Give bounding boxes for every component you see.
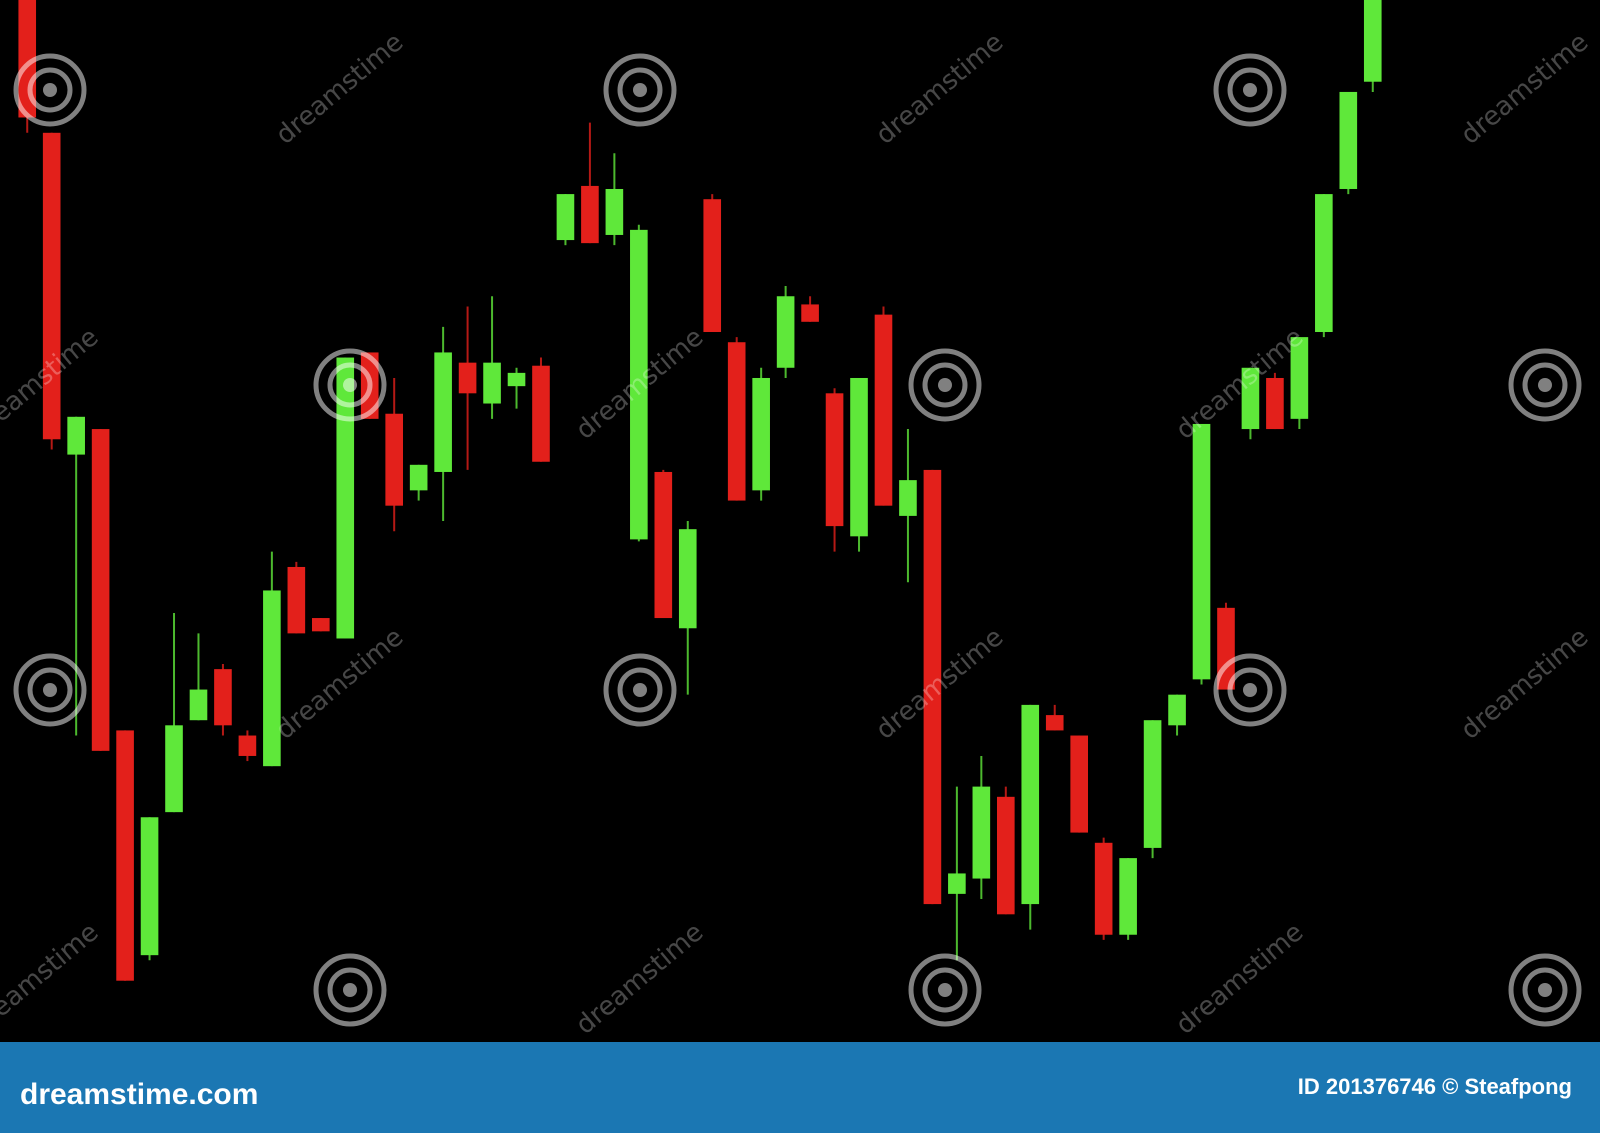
candle-body — [189, 689, 208, 721]
candle-body — [923, 469, 942, 905]
watermark-logo — [922, 362, 968, 408]
candle-body — [67, 416, 85, 455]
watermark-logo — [313, 953, 387, 1027]
candle-body — [287, 566, 306, 634]
candle-body — [972, 786, 991, 879]
watermark-logo — [27, 67, 73, 113]
watermark-logo — [1227, 67, 1273, 113]
watermark-logo — [1522, 362, 1568, 408]
watermark-logo — [603, 53, 677, 127]
candle-body — [434, 352, 452, 472]
footer-site: dreamstime.com — [20, 1078, 258, 1111]
candle-body — [140, 817, 159, 956]
watermark-logo — [13, 653, 87, 727]
watermark-logo — [1538, 983, 1552, 997]
candles — [18, 0, 1382, 981]
candle-body — [1363, 0, 1382, 82]
candle-body — [727, 342, 746, 501]
watermark-logo — [13, 53, 87, 127]
watermark-logo — [922, 967, 968, 1013]
candle-body — [752, 377, 770, 491]
chart-background — [0, 0, 1600, 1042]
candle-body — [1119, 858, 1137, 935]
footer-bar — [0, 1042, 1600, 1133]
watermark-logo — [908, 953, 982, 1027]
candle-body — [116, 730, 134, 981]
candle-body — [91, 429, 110, 751]
watermark-logo — [43, 83, 57, 97]
candle-body — [1339, 91, 1358, 189]
candle-body — [850, 377, 868, 537]
watermark-logo — [617, 67, 663, 113]
candle-body — [630, 229, 648, 540]
candle-body — [1168, 694, 1186, 726]
candle-body — [556, 194, 575, 241]
candle-body — [605, 188, 624, 235]
watermark-logo — [1213, 653, 1287, 727]
candle-body — [42, 132, 61, 440]
candle-body — [948, 873, 966, 894]
candle-body — [532, 365, 550, 462]
candle-body — [1070, 735, 1089, 833]
candle-body — [1094, 842, 1113, 935]
watermark-logo — [327, 362, 373, 408]
candle-body — [311, 618, 330, 632]
watermark-logo — [327, 967, 373, 1013]
watermark-logo — [1508, 953, 1582, 1027]
footer-credit: ID 201376746 © Steafpong — [1298, 1074, 1572, 1099]
watermark-logo — [1508, 348, 1582, 422]
candle-body — [483, 362, 501, 404]
candle-body — [678, 529, 697, 629]
watermark-logo — [633, 83, 647, 97]
watermark-logo — [1522, 967, 1568, 1013]
candle-body — [1143, 720, 1162, 848]
watermark-logo — [938, 378, 952, 392]
watermark-logo — [343, 983, 357, 997]
candle-body — [385, 413, 404, 506]
candle-body — [214, 669, 232, 726]
candle-body — [654, 471, 673, 619]
candle-body — [1241, 367, 1260, 430]
candle-body — [165, 725, 183, 813]
watermark-logo — [908, 348, 982, 422]
candle-body — [899, 480, 917, 516]
watermark-logo — [617, 667, 663, 713]
watermark-logo — [1243, 683, 1257, 697]
candle-body — [825, 393, 844, 527]
watermark-logo — [1213, 53, 1287, 127]
watermark-logo — [313, 348, 387, 422]
watermark-logo — [603, 653, 677, 727]
candle-body — [996, 796, 1015, 915]
candle-body — [458, 362, 477, 394]
watermark-logo — [343, 378, 357, 392]
candle-body — [1192, 423, 1211, 680]
candle-body — [874, 314, 893, 506]
watermark-logo — [633, 683, 647, 697]
candle-body — [776, 296, 795, 368]
watermark-logo — [1243, 83, 1257, 97]
watermark-logo — [1538, 378, 1552, 392]
candle-body — [1021, 704, 1040, 905]
candle-body — [409, 464, 428, 491]
candle-body — [1315, 194, 1333, 333]
candle-body — [507, 372, 526, 387]
watermark-logo — [27, 667, 73, 713]
candle-body — [1290, 337, 1309, 419]
candle-body — [1266, 377, 1284, 430]
candle-body — [263, 590, 281, 767]
candle-body — [238, 735, 257, 756]
watermark-logo — [1227, 667, 1273, 713]
candle-body — [1045, 715, 1064, 731]
candle-body — [801, 304, 819, 322]
candle-body — [336, 357, 355, 639]
watermark-logo — [938, 983, 952, 997]
watermark-logo — [43, 683, 57, 697]
candle-body — [703, 199, 722, 333]
candle-body — [581, 185, 599, 244]
